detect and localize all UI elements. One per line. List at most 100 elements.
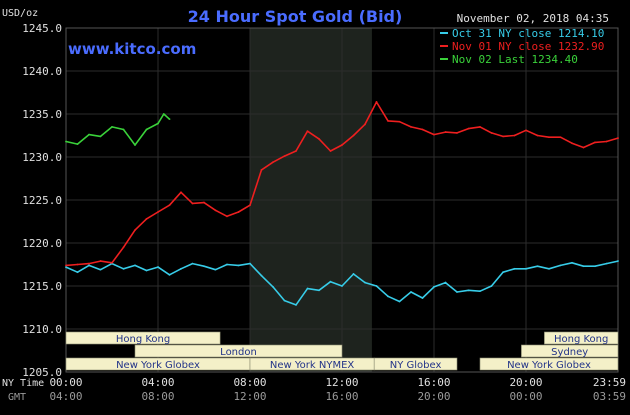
series-point-0 [122, 267, 125, 270]
session-label: London [220, 347, 257, 358]
x-tick-label-ny: 23:59 [593, 376, 626, 389]
series-point-0 [352, 273, 355, 275]
series-point-0 [65, 266, 67, 268]
date-label: November 02, 2018 04:35 [457, 12, 609, 25]
grid-layer [65, 27, 619, 373]
series-point-0 [99, 268, 102, 271]
series-point-0 [318, 289, 320, 292]
series-point-1 [203, 201, 205, 204]
series-point-0 [444, 281, 447, 284]
series-point-0 [513, 267, 516, 270]
series-point-1 [145, 218, 148, 220]
series-point-1 [329, 150, 332, 152]
series-point-0 [456, 291, 458, 293]
y-tick-label: 1245.0 [22, 22, 62, 35]
y-tick-label: 1225.0 [22, 194, 62, 207]
series-point-1 [617, 137, 619, 139]
y-tick-label: 1230.0 [22, 151, 62, 164]
series-point-2 [162, 113, 165, 115]
series-point-1 [191, 202, 194, 205]
y-tick-label: 1205.0 [22, 366, 62, 379]
series-point-0 [260, 274, 263, 277]
y-axis-unit-label: USD/oz [2, 8, 38, 19]
series-point-2 [157, 122, 159, 125]
series-point-1 [341, 144, 343, 146]
series-point-0 [272, 285, 274, 288]
series-point-0 [329, 280, 332, 283]
series-point-1 [444, 131, 447, 133]
series-point-1 [421, 128, 424, 131]
series-point-1 [536, 134, 539, 137]
series-point-1 [272, 161, 274, 164]
series-point-1 [122, 246, 125, 249]
series-point-0 [582, 265, 585, 268]
series-point-1 [306, 130, 309, 133]
series-point-0 [364, 281, 366, 284]
series-point-0 [237, 264, 240, 267]
series-point-1 [525, 129, 527, 132]
series-point-0 [76, 271, 79, 274]
series-point-0 [306, 287, 309, 290]
series-point-0 [214, 268, 217, 271]
series-point-2 [111, 126, 113, 128]
series-point-0 [605, 262, 608, 265]
series-point-1 [433, 133, 435, 136]
session-label: Sydney [551, 347, 588, 358]
series-point-1 [283, 155, 286, 158]
series-point-1 [513, 134, 516, 137]
series-point-0 [283, 299, 286, 302]
series-point-0 [490, 285, 493, 287]
series-point-2 [99, 135, 102, 138]
series-point-0 [502, 271, 504, 274]
session-layer: Hong Kong London New York Globex New York N… [65, 331, 619, 371]
series-point-1 [387, 119, 389, 122]
series-point-1 [249, 204, 251, 207]
series-point-2 [65, 140, 67, 143]
series-point-0 [341, 285, 343, 287]
series-point-1 [467, 127, 470, 130]
y-tick-label: 1215.0 [22, 280, 62, 293]
series-point-0 [134, 264, 136, 267]
series-point-1 [214, 209, 217, 212]
series-point-1 [318, 138, 320, 140]
series-point-0 [548, 267, 550, 270]
series-point-0 [387, 295, 389, 298]
series-point-0 [168, 273, 171, 276]
series-point-1 [559, 136, 562, 139]
series-point-1 [226, 215, 228, 218]
series-point-1 [502, 135, 504, 138]
chart-title: 24 Hour Spot Gold (Bid) [188, 7, 403, 26]
y-tick-label: 1220.0 [22, 237, 62, 250]
series-point-0 [479, 290, 481, 293]
series-point-1 [605, 140, 608, 143]
session-label: New York Globex [116, 360, 200, 371]
series-point-1 [410, 126, 412, 128]
legend-entry: Nov 01 NY close 1232.90 [452, 40, 604, 53]
series-point-0 [157, 266, 159, 268]
series-point-0 [525, 267, 527, 270]
series-point-1 [134, 229, 136, 232]
x-tick-label-ny: 00:00 [49, 376, 82, 389]
session-label: New York NYMEX [270, 360, 355, 371]
series-point-1 [76, 263, 79, 266]
x-tick-label-gmt: 12:00 [233, 390, 266, 403]
series-point-1 [571, 142, 573, 145]
series-point-1 [111, 261, 113, 264]
session-label: NY Globex [390, 360, 442, 371]
series-point-0 [433, 285, 435, 288]
series-point-0 [295, 304, 297, 306]
series-point-1 [398, 120, 401, 123]
legend-entry: Nov 02 Last 1234.40 [452, 53, 578, 66]
series-point-0 [536, 265, 539, 268]
series-point-0 [375, 285, 378, 287]
series-point-1 [364, 123, 366, 126]
series-point-1 [582, 146, 585, 149]
series-point-1 [456, 132, 458, 134]
series-point-2 [168, 118, 171, 121]
series-point-0 [571, 261, 573, 264]
session-bar [479, 357, 619, 371]
series-point-1 [237, 211, 240, 213]
y-tick-label: 1240.0 [22, 65, 62, 78]
